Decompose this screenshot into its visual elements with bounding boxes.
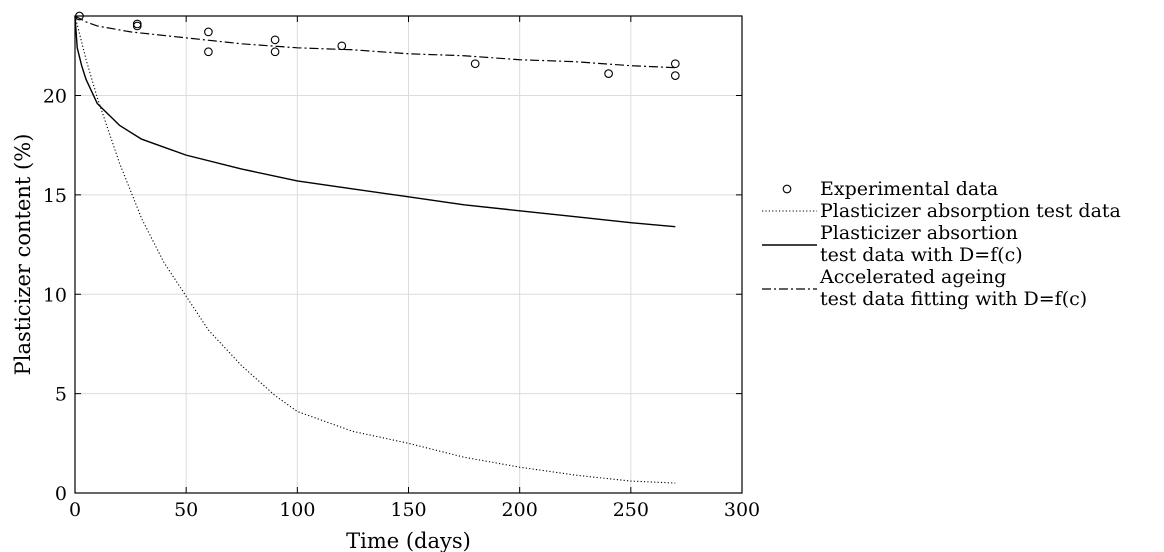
data-point-marker	[132, 19, 142, 29]
data-point-marker	[470, 59, 480, 69]
grid-layer	[74, 16, 743, 494]
tick-layer: 0 50 100 150 200 250 300 0 5 10 15 20	[43, 16, 760, 521]
x-tick-label: 50	[174, 499, 198, 521]
x-tick-label: 250	[613, 499, 649, 521]
data-point-marker	[604, 69, 613, 78]
data-point-marker	[204, 47, 213, 57]
x-tick-label: 0	[69, 499, 81, 521]
legend-label: test data fitting with D=f(c)	[820, 288, 1087, 310]
x-tick-label: 300	[724, 499, 760, 521]
y-tick-label: 0	[55, 483, 67, 505]
x-axis-label: Time (days)	[346, 529, 471, 552]
data-point-marker	[204, 27, 213, 37]
data-point-marker	[670, 59, 680, 69]
x-tick-label: 150	[390, 499, 426, 521]
series-layer	[74, 11, 680, 484]
legend-label: Experimental data	[820, 178, 998, 200]
series-line-1	[74, 15, 676, 484]
legend-marker-circle	[782, 184, 792, 194]
data-point-marker	[337, 41, 347, 51]
legend-label: Plasticizer absorption test data	[820, 200, 1121, 222]
data-point-marker	[270, 47, 280, 57]
data-point-marker	[670, 71, 680, 80]
y-tick-label: 15	[43, 185, 67, 207]
legend-label: Accelerated ageing	[819, 266, 1006, 288]
x-tick-label: 200	[502, 499, 538, 521]
series-line-2	[74, 15, 676, 228]
y-tick-label: 10	[43, 284, 67, 306]
x-tick-label: 100	[279, 499, 315, 521]
y-axis-label: Plasticizer content (%)	[11, 134, 35, 376]
legend-label: test data with D=f(c)	[820, 244, 1023, 266]
series-line-3	[74, 15, 676, 69]
data-point-marker	[270, 35, 280, 45]
y-tick-label: 20	[43, 86, 67, 108]
legend-label: Plasticizer absortion	[820, 222, 1018, 244]
y-tick-label: 5	[55, 384, 67, 406]
